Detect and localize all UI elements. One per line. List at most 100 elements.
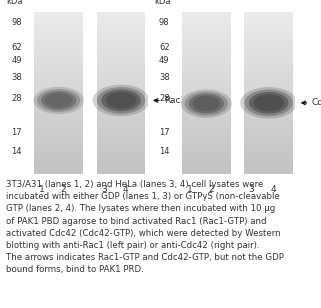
- Bar: [182, 20, 230, 22]
- Ellipse shape: [92, 85, 150, 116]
- Bar: [97, 161, 145, 163]
- Bar: [97, 114, 145, 116]
- Text: 3: 3: [101, 185, 107, 194]
- Ellipse shape: [189, 94, 224, 114]
- Bar: [34, 126, 83, 127]
- Bar: [97, 109, 145, 111]
- Bar: [34, 19, 83, 20]
- Bar: [182, 113, 230, 114]
- Bar: [34, 41, 83, 43]
- Bar: [245, 140, 293, 142]
- Bar: [182, 114, 230, 116]
- Bar: [34, 85, 83, 87]
- Bar: [34, 75, 83, 77]
- Bar: [97, 106, 145, 108]
- Bar: [245, 46, 293, 48]
- Bar: [34, 69, 83, 71]
- Bar: [245, 79, 293, 80]
- Bar: [34, 111, 83, 113]
- Bar: [245, 75, 293, 77]
- Text: 49: 49: [11, 55, 22, 64]
- Bar: [34, 32, 83, 33]
- Bar: [182, 69, 230, 71]
- Bar: [182, 71, 230, 72]
- Bar: [182, 98, 230, 100]
- Ellipse shape: [185, 91, 228, 116]
- Bar: [34, 15, 83, 17]
- Text: 3: 3: [248, 185, 254, 194]
- Bar: [34, 77, 83, 79]
- Bar: [97, 79, 145, 80]
- Bar: [182, 77, 230, 79]
- Bar: [34, 33, 83, 35]
- Bar: [34, 24, 83, 25]
- Bar: [245, 108, 293, 109]
- Bar: [97, 122, 145, 124]
- Bar: [182, 74, 230, 75]
- Bar: [34, 158, 83, 160]
- Bar: [182, 90, 230, 91]
- Bar: [34, 121, 83, 122]
- Bar: [182, 151, 230, 153]
- Bar: [34, 100, 83, 101]
- Bar: [245, 27, 293, 28]
- Bar: [182, 163, 230, 164]
- Bar: [245, 98, 293, 100]
- Bar: [182, 147, 230, 148]
- Bar: [245, 109, 293, 111]
- Bar: [245, 116, 293, 117]
- Bar: [97, 61, 145, 63]
- Bar: [182, 121, 230, 122]
- Bar: [34, 72, 83, 74]
- Bar: [97, 59, 145, 61]
- Bar: [97, 71, 145, 72]
- Bar: [97, 14, 145, 15]
- Bar: [34, 67, 83, 69]
- Bar: [97, 158, 145, 160]
- Bar: [34, 135, 83, 137]
- Bar: [97, 50, 145, 51]
- Bar: [245, 169, 293, 171]
- Ellipse shape: [249, 92, 289, 114]
- Bar: [245, 88, 293, 90]
- Bar: [34, 164, 83, 166]
- Bar: [182, 72, 230, 74]
- Bar: [97, 80, 145, 82]
- Bar: [182, 30, 230, 32]
- Bar: [97, 171, 145, 172]
- Bar: [34, 71, 83, 72]
- Bar: [97, 140, 145, 142]
- Bar: [97, 56, 145, 58]
- Bar: [97, 33, 145, 35]
- Bar: [245, 83, 293, 85]
- Bar: [182, 135, 230, 137]
- Bar: [97, 124, 145, 126]
- Bar: [182, 35, 230, 37]
- Bar: [97, 132, 145, 134]
- Bar: [245, 61, 293, 63]
- Bar: [245, 121, 293, 122]
- Bar: [182, 14, 230, 15]
- Bar: [182, 129, 230, 130]
- Bar: [182, 103, 230, 104]
- Bar: [182, 126, 230, 127]
- Bar: [97, 83, 145, 85]
- Bar: [34, 27, 83, 28]
- Bar: [245, 20, 293, 22]
- Bar: [97, 66, 145, 67]
- Bar: [97, 17, 145, 19]
- Bar: [34, 140, 83, 142]
- Bar: [182, 37, 230, 38]
- Bar: [97, 151, 145, 153]
- Bar: [245, 40, 293, 42]
- Bar: [245, 72, 293, 74]
- Bar: [245, 69, 293, 71]
- Bar: [34, 161, 83, 163]
- Bar: [97, 64, 145, 66]
- Bar: [182, 153, 230, 155]
- Bar: [182, 46, 230, 48]
- Bar: [182, 85, 230, 87]
- Bar: [245, 103, 293, 104]
- Bar: [245, 30, 293, 32]
- Bar: [182, 15, 230, 17]
